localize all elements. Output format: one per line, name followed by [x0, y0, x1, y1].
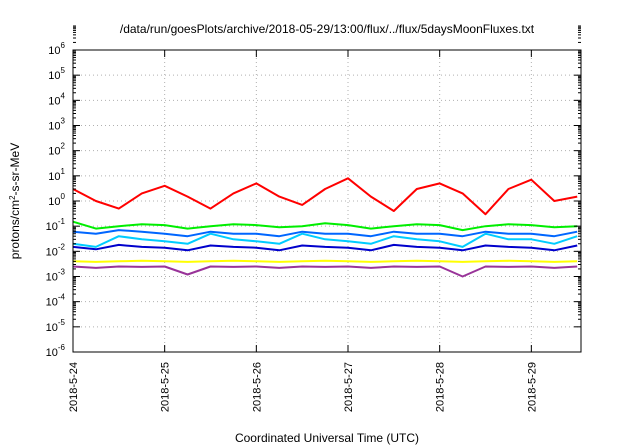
y-tick-exponent: 5 — [61, 66, 66, 75]
y-tick-exponent: -4 — [58, 293, 66, 302]
y-tick-base: 10 — [46, 272, 58, 284]
y-tick-base: 10 — [48, 121, 60, 133]
y-tick-exponent: -1 — [58, 217, 66, 226]
y-tick-label: 100 — [48, 192, 65, 208]
y-tick-base: 10 — [46, 322, 58, 334]
x-tick-label: 2018-5-24 — [68, 362, 80, 412]
y-ticks: 10610510410310210110010-110-210-310-410-… — [46, 25, 581, 359]
y-tick-base: 10 — [46, 297, 58, 309]
y-tick-label: 103 — [48, 117, 65, 133]
y-tick-base: 10 — [46, 347, 58, 359]
y-tick-exponent: 1 — [61, 167, 66, 176]
y-tick-label: 104 — [48, 91, 65, 107]
x-tick-label: 2018-5-25 — [160, 362, 172, 412]
x-axis-label: Coordinated Universal Time (UTC) — [235, 431, 419, 445]
y-tick-exponent: -2 — [58, 242, 66, 251]
y-tick-base: 10 — [48, 70, 60, 82]
chart-title: /data/run/goesPlots/archive/2018-05-29/1… — [120, 22, 535, 36]
y-tick-exponent: 0 — [61, 192, 66, 201]
x-ticks: 2018-5-24 2018-5-25 2018-5-26 2018-5-27 2018… — [68, 50, 538, 412]
series-line — [72, 229, 578, 238]
y-tick-exponent: 6 — [61, 41, 66, 50]
y-tick-exponent: 3 — [61, 117, 66, 126]
y-tick-exponent: 4 — [61, 91, 66, 100]
y-tick-label: 10-6 — [46, 343, 66, 359]
y-tick-label: 105 — [48, 66, 65, 82]
series-line — [72, 232, 578, 248]
series-group — [72, 177, 578, 278]
x-tick-label: 2018-5-26 — [251, 362, 263, 412]
y-axis-label-sup: 2 — [8, 195, 17, 200]
y-tick-base: 10 — [46, 221, 58, 233]
y-tick-label: 102 — [48, 142, 65, 158]
y-tick-base: 10 — [48, 171, 60, 183]
y-tick-base: 10 — [48, 95, 60, 107]
y-tick-label: 10-4 — [46, 293, 66, 309]
series-line — [72, 243, 578, 252]
y-tick-base: 10 — [48, 196, 60, 208]
y-tick-base: 10 — [46, 246, 58, 258]
series-line — [72, 220, 578, 232]
y-tick-exponent: -5 — [58, 318, 66, 327]
y-tick-label: 106 — [48, 41, 65, 57]
series-line — [72, 259, 578, 263]
x-tick-label: 2018-5-28 — [435, 362, 447, 412]
y-tick-label: 10-3 — [46, 268, 66, 284]
y-axis-label-rest: -s-sr-MeV — [8, 143, 22, 196]
y-tick-label: 10-2 — [46, 242, 66, 258]
y-tick-label: 101 — [48, 167, 65, 183]
series-line — [72, 177, 578, 216]
y-axis-label-main: protons/cm — [8, 200, 22, 259]
x-tick-label: 2018-5-27 — [343, 362, 355, 412]
y-tick-base: 10 — [48, 45, 60, 57]
y-tick-label: 10-5 — [46, 318, 66, 334]
y-axis-label: protons/cm2-s-sr-MeV — [8, 143, 23, 259]
y-tick-base: 10 — [48, 146, 60, 158]
series-line — [72, 265, 578, 278]
y-tick-exponent: 2 — [61, 142, 66, 151]
y-tick-label: 10-1 — [46, 217, 66, 233]
grid — [73, 50, 581, 352]
x-tick-label: 2018-5-29 — [526, 362, 538, 412]
y-tick-exponent: -3 — [58, 268, 66, 277]
y-tick-exponent: -6 — [58, 343, 66, 352]
